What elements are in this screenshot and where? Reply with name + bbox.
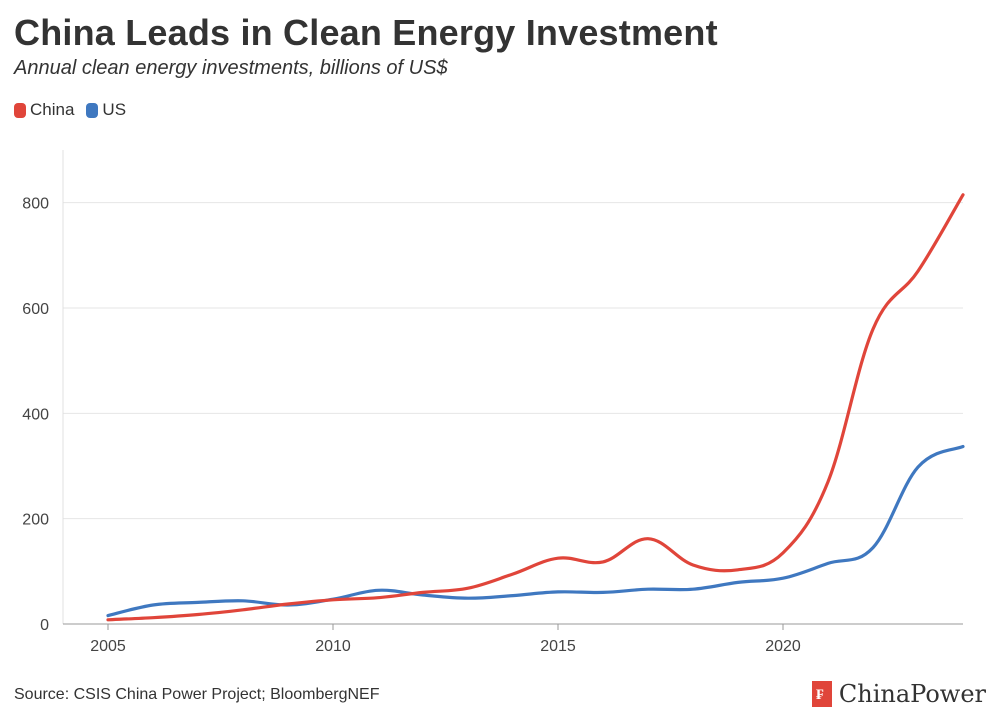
chart-title: China Leads in Clean Energy Investment (14, 12, 718, 53)
brand-name: ChinaPower (838, 680, 986, 708)
legend-label-china: China (30, 100, 75, 119)
y-tick-label-600: 600 (22, 301, 49, 318)
chart-subtitle: Annual clean energy investments, billion… (14, 57, 448, 79)
x-tick-label-2020: 2020 (765, 638, 801, 655)
series-line-us (106, 444, 965, 618)
series-line-china (106, 193, 965, 622)
x-axis-tick-labels: 2005 2010 2015 2020 (90, 638, 801, 655)
legend-item-china[interactable]: China (14, 100, 74, 120)
legend-item-us[interactable]: US (86, 100, 126, 120)
legend: China US (14, 100, 138, 120)
x-tick-label-2005: 2005 (90, 638, 126, 655)
brand: ₣ ChinaPower (811, 680, 986, 708)
gridlines (63, 202, 963, 520)
chinapower-logo-icon: ₣ (811, 681, 832, 707)
y-axis-tick-labels: 0 200 400 600 800 (22, 196, 49, 634)
x-tick-label-2015: 2015 (540, 638, 576, 655)
x-tick-label-2010: 2010 (315, 638, 351, 655)
y-tick-label-0: 0 (40, 617, 49, 634)
y-tick-label-400: 400 (22, 406, 49, 423)
y-tick-label-200: 200 (22, 512, 49, 529)
y-tick-label-800: 800 (22, 196, 49, 213)
legend-label-us: US (102, 100, 127, 119)
legend-swatch-china (14, 102, 26, 118)
series-lines (106, 193, 965, 622)
source-note: Source: CSIS China Power Project; Bloomb… (14, 686, 380, 703)
legend-swatch-us (86, 102, 99, 118)
axes (62, 150, 963, 630)
